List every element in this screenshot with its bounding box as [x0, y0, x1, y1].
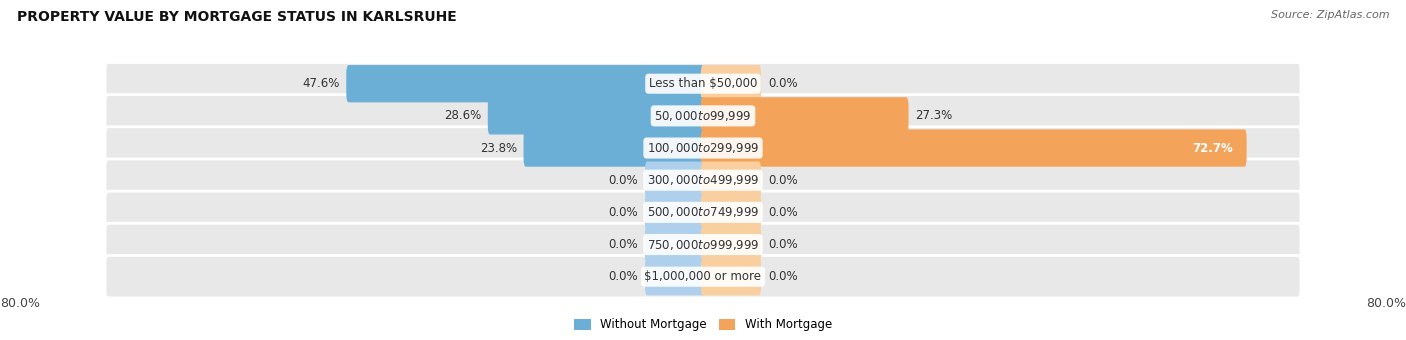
Text: $50,000 to $99,999: $50,000 to $99,999 — [654, 109, 752, 123]
Text: $1,000,000 or more: $1,000,000 or more — [644, 270, 762, 283]
FancyBboxPatch shape — [346, 65, 706, 102]
Text: $300,000 to $499,999: $300,000 to $499,999 — [647, 173, 759, 187]
Text: 0.0%: 0.0% — [768, 77, 797, 90]
FancyBboxPatch shape — [645, 258, 706, 295]
Text: Source: ZipAtlas.com: Source: ZipAtlas.com — [1271, 10, 1389, 20]
Text: 0.0%: 0.0% — [609, 270, 638, 283]
FancyBboxPatch shape — [105, 223, 1301, 266]
Text: 72.7%: 72.7% — [1192, 141, 1233, 155]
FancyBboxPatch shape — [700, 194, 761, 231]
Text: 80.0%: 80.0% — [1367, 296, 1406, 310]
FancyBboxPatch shape — [700, 162, 761, 199]
Text: 47.6%: 47.6% — [302, 77, 340, 90]
Text: 0.0%: 0.0% — [768, 206, 797, 219]
FancyBboxPatch shape — [645, 226, 706, 263]
FancyBboxPatch shape — [700, 65, 761, 102]
Text: 0.0%: 0.0% — [609, 206, 638, 219]
Legend: Without Mortgage, With Mortgage: Without Mortgage, With Mortgage — [569, 314, 837, 336]
Text: 0.0%: 0.0% — [768, 174, 797, 187]
FancyBboxPatch shape — [700, 258, 761, 295]
FancyBboxPatch shape — [105, 127, 1301, 169]
Text: $750,000 to $999,999: $750,000 to $999,999 — [647, 238, 759, 252]
Text: $100,000 to $299,999: $100,000 to $299,999 — [647, 141, 759, 155]
Text: Less than $50,000: Less than $50,000 — [648, 77, 758, 90]
Text: 0.0%: 0.0% — [609, 238, 638, 251]
Text: 28.6%: 28.6% — [444, 109, 481, 122]
FancyBboxPatch shape — [645, 162, 706, 199]
Text: 0.0%: 0.0% — [768, 238, 797, 251]
FancyBboxPatch shape — [488, 97, 706, 135]
Text: 27.3%: 27.3% — [915, 109, 952, 122]
Text: 0.0%: 0.0% — [609, 174, 638, 187]
Text: $500,000 to $749,999: $500,000 to $749,999 — [647, 205, 759, 219]
FancyBboxPatch shape — [645, 194, 706, 231]
Text: 23.8%: 23.8% — [479, 141, 517, 155]
FancyBboxPatch shape — [700, 130, 1247, 167]
Text: 80.0%: 80.0% — [0, 296, 39, 310]
FancyBboxPatch shape — [523, 130, 706, 167]
FancyBboxPatch shape — [105, 159, 1301, 201]
Text: PROPERTY VALUE BY MORTGAGE STATUS IN KARLSRUHE: PROPERTY VALUE BY MORTGAGE STATUS IN KAR… — [17, 10, 457, 24]
FancyBboxPatch shape — [105, 191, 1301, 234]
FancyBboxPatch shape — [105, 95, 1301, 137]
FancyBboxPatch shape — [105, 63, 1301, 105]
FancyBboxPatch shape — [700, 97, 908, 135]
FancyBboxPatch shape — [700, 226, 761, 263]
FancyBboxPatch shape — [105, 255, 1301, 298]
Text: 0.0%: 0.0% — [768, 270, 797, 283]
